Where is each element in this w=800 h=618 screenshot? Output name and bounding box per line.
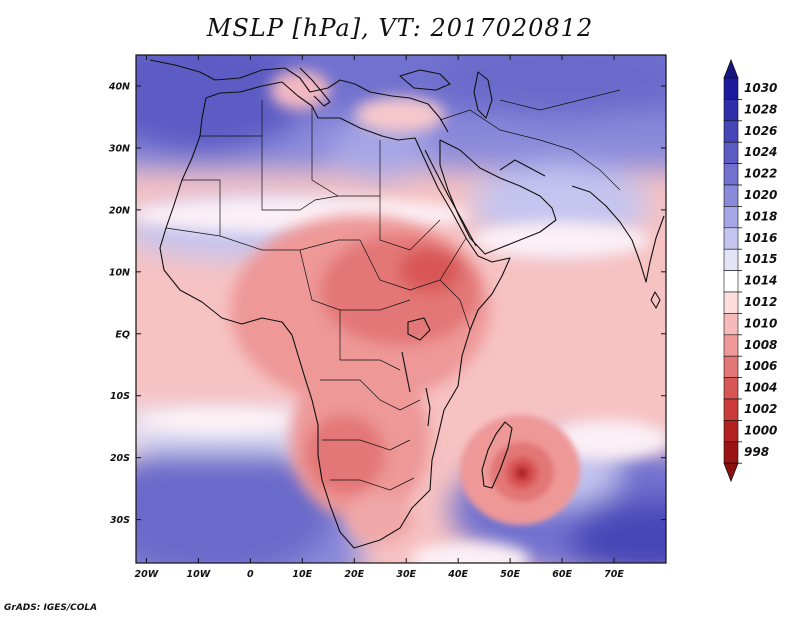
colorbar-swatch — [723, 77, 739, 100]
y-axis: 40N 30N 20N 10N EQ 10S 20S 30S — [108, 81, 666, 526]
y-tick-label: EQ — [115, 329, 130, 340]
persian-gulf — [499, 159, 546, 177]
colorbar-swatch — [723, 206, 739, 229]
x-tick-label: 30E — [396, 569, 416, 580]
grads-credit: GrADS: IGES/COLA — [4, 603, 98, 613]
colorbar-swatch — [723, 270, 739, 293]
colorbar-label: 998 — [744, 445, 769, 459]
colorbar-label: 1006 — [744, 359, 777, 373]
political-borders — [165, 89, 621, 491]
cyclone-low — [460, 415, 580, 525]
black-sea — [399, 69, 451, 91]
y-tick-label: 20N — [109, 205, 130, 216]
italy — [299, 67, 331, 107]
coastlines — [149, 59, 665, 549]
colorbar-swatch — [723, 291, 739, 314]
x-tick-label: 20E — [344, 569, 364, 580]
colorbar-label: 1016 — [744, 231, 777, 245]
madagascar-coastline — [481, 421, 513, 489]
y-tick-label: 30S — [110, 515, 130, 526]
y-tick-label: 10S — [110, 391, 130, 402]
colorbar-label: 1024 — [744, 145, 777, 159]
colorbar-label: 1015 — [744, 252, 777, 266]
map-title: MSLP [hPa], VT: 2017020812 — [206, 14, 594, 42]
y-tick-label: 20S — [110, 453, 130, 464]
colorbar-swatch — [723, 227, 739, 250]
colorbar-label: 1028 — [744, 102, 777, 116]
colorbar-label: 1004 — [744, 381, 777, 395]
great-lakes — [401, 351, 431, 427]
colorbar-swatch — [723, 99, 739, 122]
colorbar-label: 1002 — [744, 402, 777, 416]
x-tick-label: 0 — [247, 569, 254, 580]
y-tick-label: 40N — [108, 81, 130, 92]
red-sea — [424, 149, 477, 247]
map-frame — [135, 54, 667, 564]
colorbar-swatch — [723, 377, 739, 400]
colorbar-label: 1018 — [744, 209, 777, 223]
colorbar-label: 1008 — [744, 338, 777, 352]
x-tick-label: 70E — [604, 569, 624, 580]
colorbar-swatch — [723, 355, 739, 378]
colorbar-swatch — [723, 120, 739, 143]
colorbar-label: 1010 — [744, 316, 777, 330]
x-axis: 20W 10W 0 10E 20E 30E 40E 50E 60E 70E — [135, 55, 624, 580]
caspian-sea — [473, 71, 493, 119]
colorbar-swatch — [723, 248, 739, 271]
x-tick-label: 50E — [500, 569, 520, 580]
colorbar-swatch — [723, 141, 739, 164]
india-coastline — [571, 185, 665, 283]
colorbar-label: 1020 — [744, 188, 777, 202]
colorbar-swatch — [723, 334, 739, 357]
x-tick-label: 40E — [447, 569, 468, 580]
colorbar-swatch — [723, 420, 739, 443]
colorbar-label: 1022 — [744, 167, 777, 181]
colorbar-swatch — [723, 184, 739, 207]
colorbar-swatch — [723, 313, 739, 336]
colorbar-swatch — [723, 441, 739, 464]
pressure-field — [136, 55, 666, 563]
colorbar-top-arrow — [723, 58, 739, 79]
x-tick-label: 10E — [292, 569, 312, 580]
x-tick-label: 10W — [187, 569, 211, 580]
colorbar-label: 1026 — [744, 124, 777, 138]
colorbar-label: 1000 — [744, 423, 777, 437]
colorbar-swatch — [723, 398, 739, 421]
lake-victoria — [407, 317, 431, 341]
y-tick-label: 30N — [109, 143, 130, 154]
colorbar-swatch — [723, 163, 739, 186]
colorbar: 1030 1028 1026 1024 1022 1020 1018 1016 1015 1014… — [723, 58, 777, 483]
southern-transition — [140, 408, 666, 563]
x-tick-label: 60E — [552, 569, 572, 580]
colorbar-label: 1012 — [744, 295, 777, 309]
northern-high-belt — [136, 55, 666, 260]
colorbar-label: 1030 — [744, 81, 777, 95]
x-tick-label: 20W — [135, 569, 159, 580]
africa-coastline — [159, 81, 511, 549]
sri-lanka — [650, 291, 661, 309]
y-tick-label: 10N — [109, 267, 130, 278]
colorbar-bottom-arrow — [723, 462, 739, 483]
colorbar-label: 1014 — [744, 274, 777, 288]
europe-coastline — [149, 59, 449, 133]
